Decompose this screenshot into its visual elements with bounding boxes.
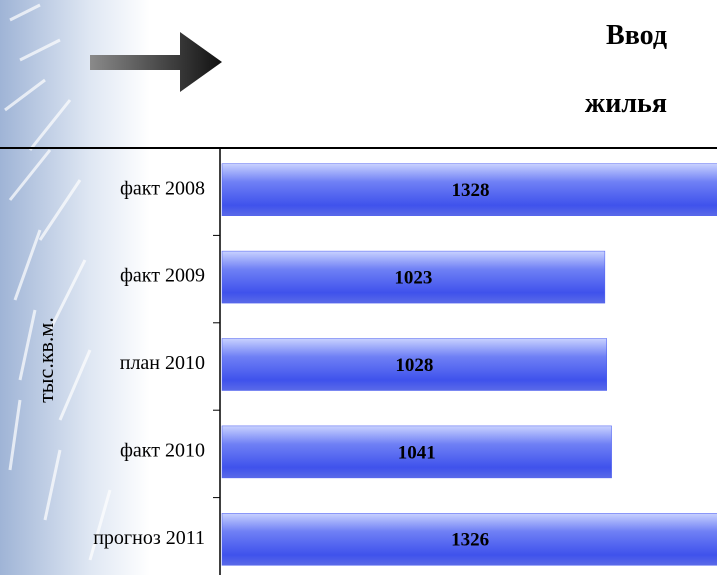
value-label: 1028: [395, 355, 433, 376]
value-label: 1326: [451, 530, 489, 551]
page: тыс.кв.м. факт 2008 1328 факт 2009 1023 план…: [0, 0, 717, 575]
decor-background: [0, 0, 150, 575]
y-axis-label: тыс.кв.м.: [33, 317, 58, 403]
value-label: 1328: [452, 180, 490, 201]
category-label: план 2010: [120, 352, 205, 374]
value-label: 1041: [398, 442, 436, 463]
category-label: факт 2010: [120, 439, 205, 461]
chart-title: Ввод жилья: [547, 2, 667, 138]
category-label: факт 2008: [120, 177, 205, 199]
category-label: прогноз 2011: [93, 527, 205, 549]
value-label: 1023: [394, 267, 432, 288]
category-label: факт 2009: [120, 265, 205, 287]
